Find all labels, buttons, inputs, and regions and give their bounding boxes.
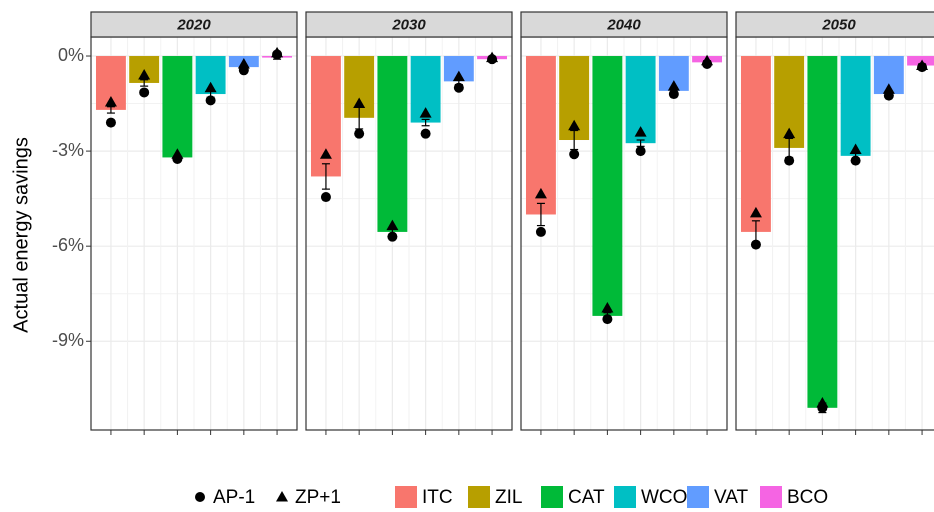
point-marker — [850, 155, 861, 166]
point-marker — [882, 83, 895, 94]
legend-swatch — [614, 486, 636, 508]
facet-panel: 2020 — [90, 11, 298, 435]
point-marker — [319, 148, 332, 159]
legend-label: ZIL — [495, 487, 522, 508]
y-tick-label: -9% — [52, 330, 84, 350]
point-marker — [452, 70, 465, 82]
point-marker — [569, 149, 580, 160]
error-bar — [536, 202, 545, 227]
point-marker — [783, 127, 796, 139]
point-marker — [419, 107, 432, 118]
legend-swatch — [395, 486, 417, 508]
point-marker — [635, 146, 646, 157]
point-marker — [353, 97, 366, 109]
point-marker — [668, 89, 679, 100]
y-tick-label: -3% — [52, 140, 84, 160]
y-tick-label: -6% — [52, 235, 84, 255]
point-marker — [237, 57, 250, 69]
point-marker — [602, 314, 613, 325]
legend-label: AP-1 — [213, 487, 255, 508]
legend-swatch — [468, 486, 490, 508]
point-marker — [354, 128, 365, 139]
legend-marker — [276, 491, 288, 502]
point-marker — [420, 128, 431, 139]
point-marker — [105, 117, 116, 128]
bar — [840, 56, 871, 156]
point-marker — [386, 219, 399, 231]
legend-label: ZP+1 — [295, 487, 341, 508]
legend-label: CAT — [568, 487, 605, 508]
facet-title: 2040 — [606, 16, 641, 33]
legend-label: WCO — [641, 487, 687, 508]
facet-title: 2030 — [391, 16, 426, 33]
facet-panel: 2050 — [735, 11, 934, 435]
facet-panel: 2030 — [305, 11, 513, 435]
bar — [162, 56, 193, 158]
point-marker — [568, 119, 581, 131]
point-marker — [667, 80, 680, 91]
point-marker — [849, 143, 862, 155]
legend-swatch — [760, 486, 782, 508]
point-marker — [138, 69, 151, 80]
error-bar — [321, 163, 330, 190]
point-marker — [486, 51, 499, 63]
facet-panel: 2040 — [520, 11, 728, 435]
point-marker — [534, 187, 547, 199]
point-marker — [387, 231, 398, 242]
facet-strip — [735, 11, 934, 38]
legend-label: BCO — [787, 487, 828, 508]
point-marker — [535, 226, 546, 237]
point-marker — [205, 95, 216, 106]
point-marker — [104, 95, 117, 107]
bar — [807, 56, 838, 408]
point-marker — [701, 54, 714, 66]
point-marker — [916, 59, 929, 71]
facet-title: 2020 — [176, 16, 211, 33]
facet-strip — [90, 11, 298, 38]
facet-strip — [520, 11, 728, 38]
bar — [377, 56, 408, 232]
legend-label: ITC — [422, 487, 453, 508]
point-marker — [204, 81, 217, 93]
point-marker — [271, 46, 284, 58]
legend-swatch — [541, 486, 563, 508]
point-marker — [139, 87, 150, 98]
point-marker — [453, 82, 464, 93]
point-marker — [784, 155, 795, 166]
bar — [592, 56, 623, 316]
y-tick-label: 0% — [58, 45, 84, 65]
point-marker — [634, 126, 647, 137]
legend-label: VAT — [714, 487, 749, 508]
legend-swatch — [687, 486, 709, 508]
facet-title: 2050 — [821, 16, 856, 33]
error-bar — [106, 106, 115, 114]
bar — [740, 56, 771, 232]
facet-strip — [305, 11, 513, 38]
point-marker — [601, 301, 614, 313]
point-marker — [749, 206, 762, 218]
point-marker — [171, 148, 184, 159]
point-marker — [750, 239, 761, 250]
bar — [907, 56, 934, 66]
point-marker — [816, 397, 829, 408]
error-bar — [140, 79, 149, 87]
point-marker — [320, 192, 331, 203]
error-bar — [421, 118, 430, 127]
legend-marker — [195, 492, 205, 502]
y-axis-label: Actual energy savings — [10, 137, 32, 333]
